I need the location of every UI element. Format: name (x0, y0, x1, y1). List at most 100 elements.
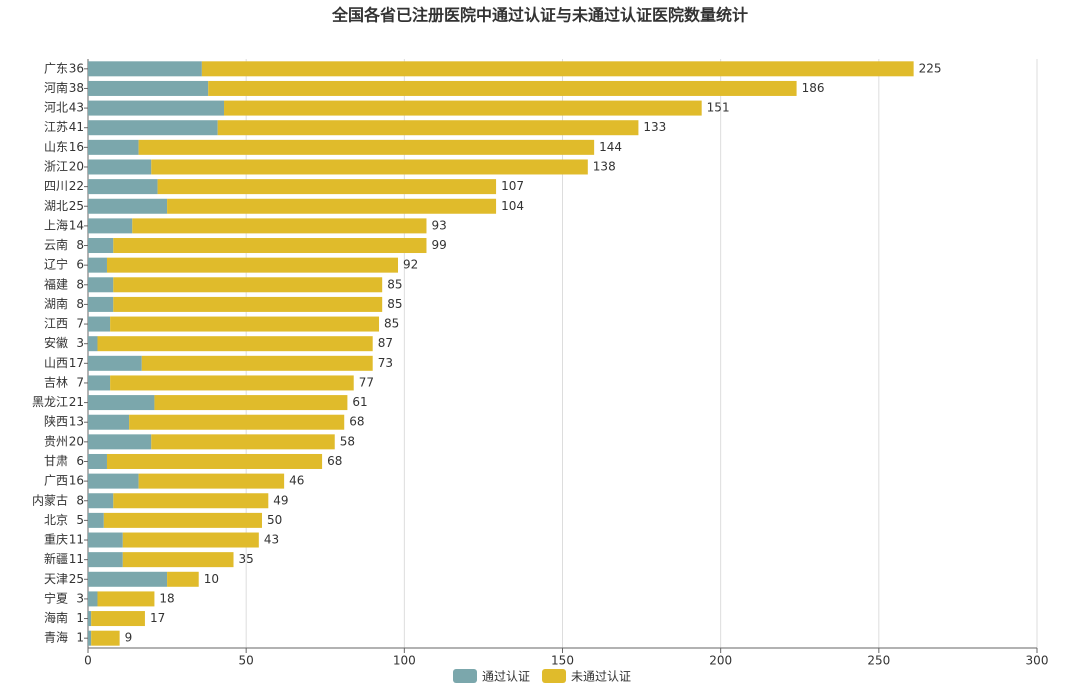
value-label: 43 (69, 101, 84, 115)
bar-segment (217, 120, 639, 136)
bar-segment (88, 571, 168, 587)
value-label: 17 (150, 611, 165, 625)
value-label: 61 (352, 395, 367, 409)
y-tick-label: 湖南 (44, 296, 68, 311)
bar-segment (91, 611, 145, 627)
x-tick-label: 150 (551, 654, 574, 668)
bar-segment (122, 532, 259, 548)
x-tick-label: 50 (239, 654, 254, 668)
value-label: 20 (69, 434, 84, 448)
y-tick-label: 江苏 (44, 120, 68, 134)
value-label: 8 (76, 493, 84, 507)
bar-segment (88, 453, 107, 469)
y-tick-label: 甘肃 (44, 454, 68, 468)
value-label: 11 (69, 552, 84, 566)
value-label: 68 (349, 415, 364, 429)
bar-segment (129, 414, 345, 430)
value-label: 8 (76, 277, 84, 291)
bar-segment (167, 571, 199, 587)
value-label: 46 (289, 474, 304, 488)
bar-segment (88, 61, 202, 77)
bar-segment (88, 336, 98, 352)
bar-segment (88, 139, 139, 155)
value-label: 10 (204, 572, 219, 586)
value-label: 77 (359, 375, 374, 389)
value-label: 41 (69, 120, 84, 134)
value-label: 85 (387, 297, 402, 311)
bar-segment (88, 277, 114, 293)
y-tick-label: 湖北 (44, 198, 68, 213)
bar-segment (110, 316, 380, 332)
value-label: 49 (273, 493, 288, 507)
value-label: 87 (378, 336, 393, 350)
value-label: 144 (599, 140, 622, 154)
bar-segment (138, 139, 595, 155)
bar-segment (88, 512, 104, 528)
legend-label: 通过认证 (482, 670, 530, 684)
bar-segment (88, 100, 225, 116)
y-tick-label: 福建 (44, 276, 68, 291)
value-label: 186 (802, 81, 825, 95)
y-tick-label: 广东 (44, 61, 68, 75)
value-label: 1 (76, 631, 84, 645)
bar-segment (88, 473, 139, 489)
value-label: 25 (69, 572, 84, 586)
bar-segment (208, 80, 797, 96)
y-tick-label: 云南 (44, 237, 68, 252)
value-label: 7 (76, 375, 84, 389)
bar-segment (122, 552, 234, 568)
x-tick-label: 200 (709, 654, 732, 668)
bar-segment (113, 238, 427, 254)
y-tick-label: 四川 (44, 179, 68, 193)
value-label: 11 (69, 533, 84, 547)
y-tick-label: 吉林 (44, 375, 68, 389)
bar-segment (88, 159, 152, 175)
bar-segment (106, 257, 399, 273)
y-tick-label: 贵州 (44, 434, 68, 448)
bar-segment (167, 198, 497, 214)
value-label: 104 (501, 199, 524, 213)
bar-segment (88, 552, 123, 568)
bar-segment (88, 257, 107, 273)
value-label: 68 (327, 454, 342, 468)
y-tick-label: 浙江 (44, 159, 68, 173)
bar-segment (88, 179, 158, 195)
bar-segment (88, 611, 92, 627)
bar-segment (157, 179, 497, 195)
bar-segment (88, 414, 130, 430)
value-label: 7 (76, 317, 84, 331)
value-label: 151 (707, 101, 730, 115)
y-tick-label: 天津 (44, 572, 68, 586)
bar-segment (113, 493, 269, 509)
value-label: 25 (69, 199, 84, 213)
value-label: 3 (76, 591, 84, 605)
bar-segment (88, 434, 152, 450)
chart-title: 全国各省已注册医院中通过认证与未通过认证医院数量统计 (331, 6, 748, 25)
y-tick-label: 安徽 (44, 335, 68, 350)
value-label: 92 (403, 258, 418, 272)
y-tick-label: 新疆 (44, 551, 68, 566)
value-label: 20 (69, 159, 84, 173)
bar-segment (106, 453, 323, 469)
value-label: 99 (431, 238, 446, 252)
value-label: 14 (69, 218, 84, 232)
bar-segment (201, 61, 914, 77)
bar-segment (151, 159, 588, 175)
y-tick-label: 内蒙古 (32, 492, 68, 507)
value-label: 36 (69, 61, 84, 75)
value-label: 43 (264, 533, 279, 547)
value-label: 13 (69, 415, 84, 429)
y-tick-label: 河南 (44, 80, 68, 95)
value-label: 85 (384, 317, 399, 331)
value-label: 50 (267, 513, 282, 527)
bar-segment (97, 336, 373, 352)
value-label: 225 (919, 61, 942, 75)
legend-swatch (542, 669, 567, 683)
x-tick-label: 100 (393, 654, 416, 668)
y-tick-label: 辽宁 (44, 257, 68, 272)
y-tick-label: 河北 (44, 101, 68, 115)
y-tick-label: 青海 (44, 630, 68, 645)
value-label: 6 (76, 454, 84, 468)
y-tick-label: 重庆 (44, 533, 68, 547)
bar-segment (224, 100, 702, 116)
